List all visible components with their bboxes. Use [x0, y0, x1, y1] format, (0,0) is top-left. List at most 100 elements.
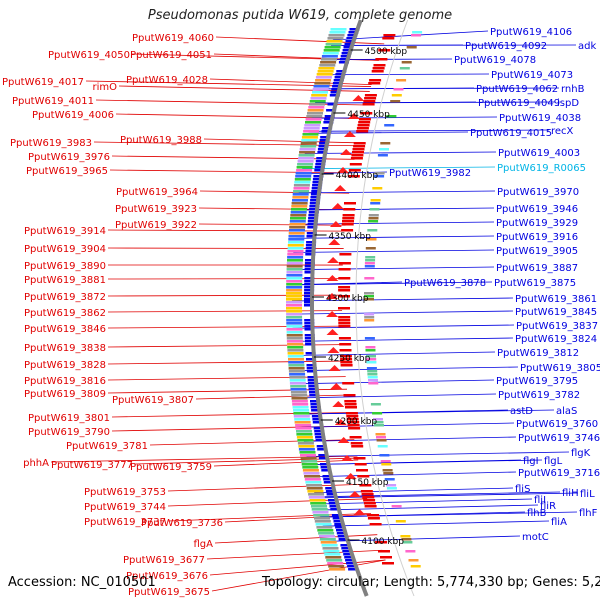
cog-block [286, 340, 303, 343]
cog-block [306, 487, 323, 490]
left-gene-label: PputW619_4028 [126, 75, 208, 86]
cog-block [286, 298, 302, 301]
inner-cog-block [384, 478, 395, 481]
cog-block [290, 217, 306, 220]
forward-gene-block [314, 430, 325, 433]
right-connector [322, 520, 550, 527]
inner-cog-block [386, 115, 397, 118]
left-gene-label: PputW619_3904 [24, 244, 106, 255]
reverse-gene-block [345, 406, 357, 409]
right-connector [304, 151, 497, 154]
cog-block [295, 424, 312, 427]
right-gene-label: PputW619_3824 [515, 334, 597, 345]
forward-gene-block [307, 376, 318, 379]
left-connector [109, 169, 353, 174]
reverse-gene-block [347, 421, 360, 424]
left-gene-label: PputW619_4060 [132, 33, 214, 44]
cog-block [294, 181, 311, 184]
forward-gene-block [323, 121, 334, 124]
inner-cog-block [386, 487, 397, 490]
cog-block [286, 271, 303, 274]
cog-block [309, 103, 325, 106]
cog-block [287, 352, 304, 355]
forward-gene-block [328, 499, 338, 502]
reverse-arrow [334, 185, 347, 191]
cog-block [303, 472, 320, 475]
reverse-gene-block [338, 319, 351, 322]
right-connector [315, 492, 579, 499]
right-connector [303, 436, 517, 442]
forward-gene-block [328, 502, 339, 505]
right-gene-label: PputW619_3861 [515, 294, 597, 305]
cog-block [307, 490, 324, 493]
cog-block [286, 334, 303, 337]
reverse-arrow [340, 149, 353, 155]
right-connector [315, 101, 556, 104]
right-connector [302, 166, 496, 170]
cog-block [314, 520, 331, 523]
cog-block [286, 328, 303, 331]
forward-gene-block [329, 94, 340, 97]
cog-block [292, 199, 308, 202]
left-gene-label: PputW619_3759 [130, 462, 212, 473]
cog-block [290, 211, 307, 214]
right-gene-label: PputW619_4062 [476, 84, 558, 95]
cog-block [286, 322, 303, 325]
forward-gene-block [310, 199, 321, 202]
inner-cog-block [406, 46, 417, 49]
forward-gene-block [325, 490, 336, 493]
cog-block [308, 106, 325, 109]
forward-gene-block [325, 487, 336, 490]
inner-cog-block [377, 445, 388, 448]
forward-gene-block [348, 31, 359, 34]
reverse-gene-block [338, 337, 351, 340]
reverse-gene-block [357, 124, 370, 127]
cog-block [302, 469, 319, 472]
right-gene-label: PputW619_3982 [389, 168, 471, 179]
cog-block [320, 61, 337, 64]
reverse-gene-block [360, 490, 373, 493]
inner-cog-block [367, 229, 378, 232]
forward-gene-block [304, 328, 315, 331]
inner-cog-block [396, 79, 407, 82]
cog-block [293, 415, 310, 418]
right-gene-label: PputW619_3970 [497, 187, 579, 198]
inner-cog-block [373, 418, 383, 421]
cog-block [292, 193, 309, 196]
left-connector [215, 36, 385, 45]
cog-block [314, 82, 331, 85]
cog-block [292, 406, 309, 409]
forward-gene-block [304, 334, 315, 337]
forward-gene-block [304, 286, 315, 289]
right-gene-label: alaS [556, 406, 577, 417]
cog-block [290, 391, 307, 394]
forward-gene-block [304, 298, 314, 301]
left-gene-label: PputW619_3862 [24, 308, 106, 319]
reverse-gene-block [338, 262, 351, 265]
forward-gene-block [315, 160, 326, 163]
forward-gene-block [343, 46, 354, 49]
left-connector [224, 513, 372, 523]
cog-block [305, 121, 321, 124]
left-connector [107, 360, 345, 365]
cog-block [318, 532, 335, 535]
reverse-gene-block [357, 475, 370, 478]
cog-block [298, 448, 315, 451]
backbone [310, 19, 415, 597]
inner-cog-block [368, 217, 379, 220]
inner-cog-block [364, 298, 374, 301]
left-gene-label: PputW619_3890 [24, 261, 106, 272]
inner-cog-block [364, 262, 375, 265]
forward-gene-block [315, 439, 326, 442]
feature-tracks [286, 28, 423, 571]
cog-block [295, 427, 312, 430]
right-gene-label: PputW619_3782 [498, 390, 580, 401]
forward-gene-block [309, 391, 319, 394]
inner-cog-block [364, 292, 374, 295]
cog-block [291, 208, 307, 211]
cog-block [314, 517, 330, 520]
right-connector [308, 459, 522, 465]
inner-cog-block [383, 472, 394, 475]
forward-gene-block [312, 178, 323, 181]
forward-gene-block [317, 151, 328, 154]
